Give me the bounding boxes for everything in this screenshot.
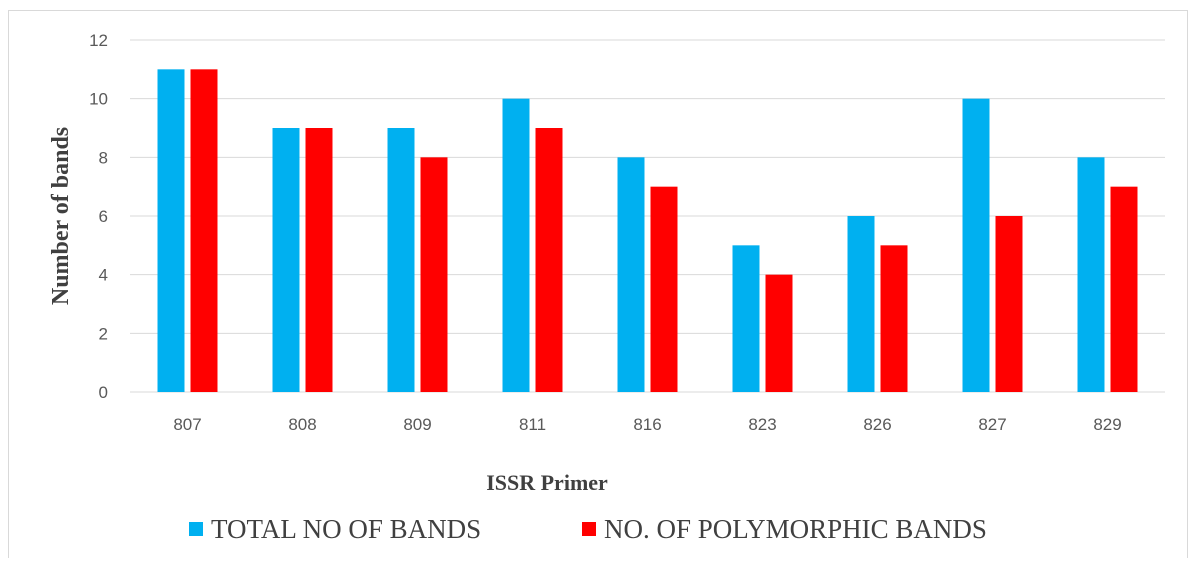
bar-total-823 bbox=[732, 245, 760, 392]
bar-polymorphic-807 bbox=[190, 69, 218, 392]
x-tick-label: 811 bbox=[519, 415, 546, 434]
legend-swatch-total-bands bbox=[189, 522, 203, 536]
chart-frame bbox=[8, 10, 1188, 558]
y-axis-title: Number of bands bbox=[48, 127, 74, 305]
x-tick-labels: 807 808 809 811 816 823 826 827 829 bbox=[173, 415, 1121, 434]
gridlines bbox=[130, 39, 1165, 393]
bar-polymorphic-827 bbox=[995, 216, 1023, 392]
bar-total-829 bbox=[1077, 157, 1105, 392]
y-tick-label: 6 bbox=[99, 207, 108, 226]
bar-total-807 bbox=[157, 69, 185, 392]
x-tick-label: 826 bbox=[863, 415, 891, 434]
x-tick-label: 808 bbox=[288, 415, 316, 434]
bar-polymorphic-811 bbox=[535, 128, 563, 392]
y-tick-label: 12 bbox=[89, 31, 108, 50]
legend: TOTAL NO OF BANDS NO. OF POLYMORPHIC BAN… bbox=[189, 514, 987, 544]
bar-total-826 bbox=[847, 216, 875, 392]
legend-label-polymorphic-bands: NO. OF POLYMORPHIC BANDS bbox=[604, 514, 987, 544]
y-tick-label: 10 bbox=[89, 90, 108, 109]
bar-polymorphic-808 bbox=[305, 128, 333, 392]
legend-label-total-bands: TOTAL NO OF BANDS bbox=[211, 514, 481, 544]
bar-total-827 bbox=[962, 98, 990, 393]
bar-total-811 bbox=[502, 98, 530, 393]
bar-polymorphic-829 bbox=[1110, 186, 1138, 392]
y-tick-label: 0 bbox=[99, 383, 108, 402]
x-tick-label: 816 bbox=[633, 415, 661, 434]
y-tick-labels: 0 2 4 6 8 10 12 bbox=[89, 31, 108, 402]
x-tick-label: 809 bbox=[403, 415, 431, 434]
x-tick-label: 823 bbox=[748, 415, 776, 434]
y-tick-label: 4 bbox=[99, 266, 108, 285]
bar-polymorphic-816 bbox=[650, 186, 678, 392]
x-tick-label: 807 bbox=[173, 415, 201, 434]
bar-polymorphic-823 bbox=[765, 274, 793, 392]
bar-polymorphic-809 bbox=[420, 157, 448, 392]
legend-swatch-polymorphic-bands bbox=[582, 522, 596, 536]
bar-polymorphic-826 bbox=[880, 245, 908, 392]
y-tick-label: 2 bbox=[99, 324, 108, 343]
y-tick-label: 8 bbox=[99, 148, 108, 167]
x-axis-title: ISSR Primer bbox=[486, 470, 608, 495]
x-tick-label: 829 bbox=[1093, 415, 1121, 434]
bar-total-809 bbox=[387, 128, 415, 392]
bars bbox=[157, 69, 1138, 393]
bar-total-808 bbox=[272, 128, 300, 392]
x-tick-label: 827 bbox=[978, 415, 1006, 434]
bar-total-816 bbox=[617, 157, 645, 392]
